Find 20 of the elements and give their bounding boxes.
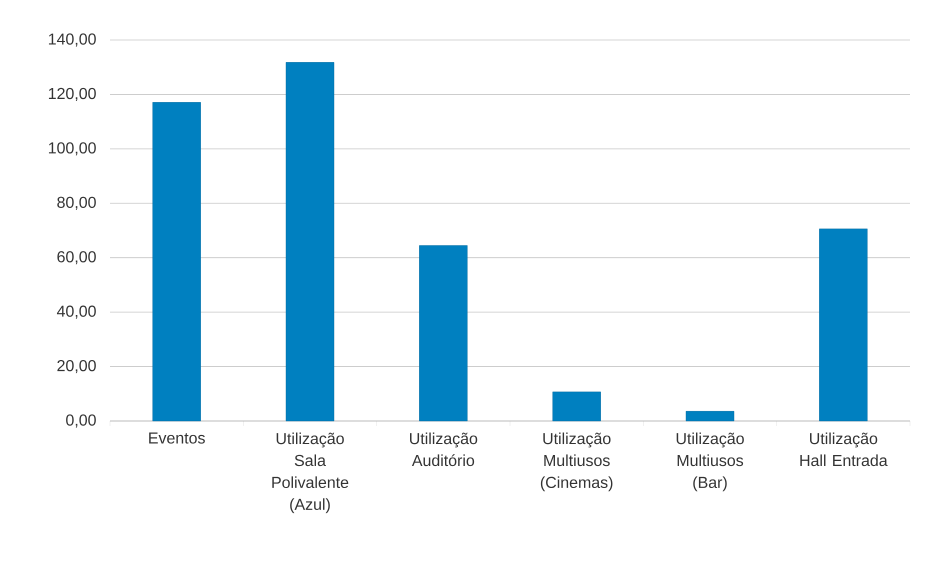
- x-tick-label: Utilização Hall Entrada: [800, 432, 888, 466]
- x-tick-label: Eventos: [149, 432, 205, 444]
- y-tick-label: 80,00: [57, 196, 96, 210]
- y-tick-label: 60,00: [57, 251, 96, 264]
- x-tick-label: Utilização Multiusos (Bar): [676, 432, 744, 492]
- y-tick-label: 120,00: [48, 88, 96, 101]
- bar: [819, 228, 868, 422]
- x-tick-label: Utilização Multiusos (Cinemas): [540, 432, 612, 492]
- x-tick-label: Utilização Sala Polivalente (Azul): [272, 432, 348, 514]
- bar: [419, 245, 468, 422]
- bar: [686, 411, 734, 422]
- y-tick-label: 0,00: [66, 414, 96, 428]
- bar: [286, 62, 334, 422]
- y-tick-label: 40,00: [56, 306, 96, 319]
- y-tick-label: 20,00: [57, 360, 96, 374]
- bar: [552, 392, 601, 422]
- bar: [152, 102, 201, 422]
- y-tick-label: 100,00: [48, 142, 96, 156]
- y-tick-label: 140,00: [48, 33, 96, 47]
- x-tick-label: Utilização Auditório: [410, 432, 478, 466]
